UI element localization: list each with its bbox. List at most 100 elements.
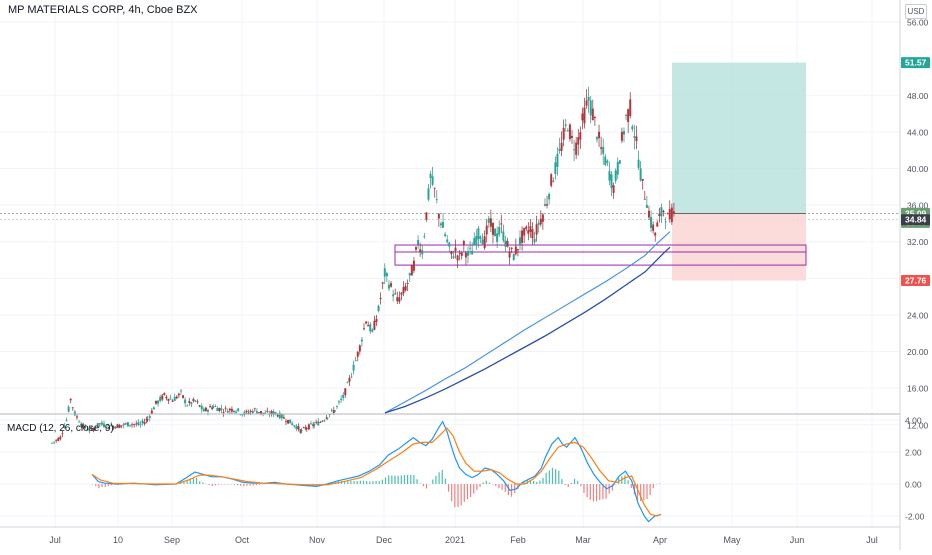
candle-body: [650, 217, 652, 228]
candle-body: [212, 406, 214, 408]
candle-body: [291, 423, 293, 425]
time-tick-label: Jul: [866, 535, 878, 545]
candle-body: [602, 147, 604, 154]
price-tick-label: 48.00: [907, 91, 929, 101]
candle-body: [519, 237, 521, 244]
candle-body: [388, 285, 390, 289]
candle-body: [144, 422, 146, 424]
candle-body: [135, 424, 137, 425]
candle-body: [76, 416, 78, 417]
candle-body: [384, 268, 386, 276]
candle-body: [252, 411, 254, 413]
price-tick-label: 16.00: [907, 384, 929, 394]
candle-body: [486, 226, 488, 235]
candle-body: [536, 224, 538, 234]
candle-body: [413, 261, 415, 271]
candle-body: [340, 399, 342, 400]
candle-body: [654, 233, 656, 236]
candle-body: [631, 126, 633, 129]
macd-histogram-bar: [360, 481, 361, 484]
candle-body: [629, 99, 631, 116]
candle-body: [482, 239, 484, 244]
price-label: 27.76: [901, 275, 930, 286]
candle-body: [336, 406, 338, 407]
macd-histogram-bar: [391, 476, 392, 484]
candle-body: [425, 212, 427, 219]
candle-body: [398, 297, 400, 301]
candle-body: [635, 136, 637, 141]
candle-body: [129, 425, 131, 426]
candle-body: [344, 388, 346, 395]
candle-body: [475, 236, 477, 244]
macd-histogram-bar: [253, 484, 254, 485]
candle-body: [427, 188, 429, 199]
candle-body: [421, 250, 423, 254]
price-tick-label: 56.00: [907, 18, 929, 28]
ma-fast-line: [385, 232, 670, 413]
candle-body: [174, 397, 176, 401]
time-tick-label: Mar: [575, 535, 591, 545]
candle-body: [673, 211, 675, 213]
macd-histogram-bar: [407, 475, 408, 484]
macd-histogram-bar: [420, 483, 421, 484]
candle-body: [407, 283, 409, 284]
candle-body: [492, 223, 494, 235]
candle-body: [473, 238, 475, 245]
candle-body: [507, 241, 509, 247]
candle-body: [403, 287, 405, 293]
candle-body: [640, 168, 642, 180]
macd-histogram-bar: [388, 475, 389, 484]
candle-body: [604, 157, 606, 165]
macd-histogram-bar: [202, 482, 203, 484]
candle-body: [613, 185, 615, 193]
candle-body: [167, 399, 169, 401]
macd-histogram-bar: [369, 481, 370, 484]
macd-histogram-bar: [445, 479, 446, 484]
macd-histogram-bar: [489, 483, 490, 484]
macd-histogram-bar: [583, 484, 584, 493]
time-tick-label: Apr: [653, 535, 667, 545]
candle-body: [513, 254, 515, 260]
candle-body: [581, 113, 583, 120]
candle-body: [386, 273, 388, 276]
candle-body: [565, 124, 567, 125]
macd-histogram-bar: [549, 471, 550, 484]
macd-histogram-bar: [536, 482, 537, 484]
candle-body: [188, 401, 190, 403]
candle-body: [646, 205, 648, 208]
macd-histogram-bar: [199, 481, 200, 484]
macd-histogram-bar: [256, 484, 257, 485]
macd-histogram-bar: [243, 484, 244, 486]
candle-body: [471, 251, 473, 255]
macd-histogram-bar: [105, 484, 106, 487]
candle-body: [469, 248, 471, 249]
candle-body: [531, 229, 533, 238]
macd-histogram-bar: [609, 484, 610, 494]
candle-body: [490, 218, 492, 226]
candle-body: [405, 286, 407, 290]
currency-button[interactable]: USD: [905, 4, 927, 19]
candle-body: [342, 395, 344, 398]
candle-body: [297, 426, 299, 429]
macd-histogram-bar: [98, 484, 99, 488]
candle-body: [218, 408, 220, 411]
macd-histogram-bar: [555, 469, 556, 484]
candle-body: [245, 411, 247, 412]
candle-body: [216, 408, 218, 411]
candle-body: [170, 399, 172, 400]
candle-body: [186, 406, 188, 407]
candle-body: [338, 401, 340, 402]
macd-histogram-bar: [376, 481, 377, 484]
macd-histogram-bar: [476, 484, 477, 490]
candle-body: [149, 416, 151, 418]
candle-body: [432, 176, 434, 184]
macd-histogram-bar: [250, 484, 251, 486]
candle-body: [277, 415, 279, 417]
macd-histogram-bar: [605, 484, 606, 499]
price-tick-label: 32.00: [907, 237, 929, 247]
candle-body: [72, 407, 74, 408]
candle-body: [615, 171, 617, 181]
candle-body: [227, 411, 229, 413]
candle-body: [423, 236, 425, 237]
